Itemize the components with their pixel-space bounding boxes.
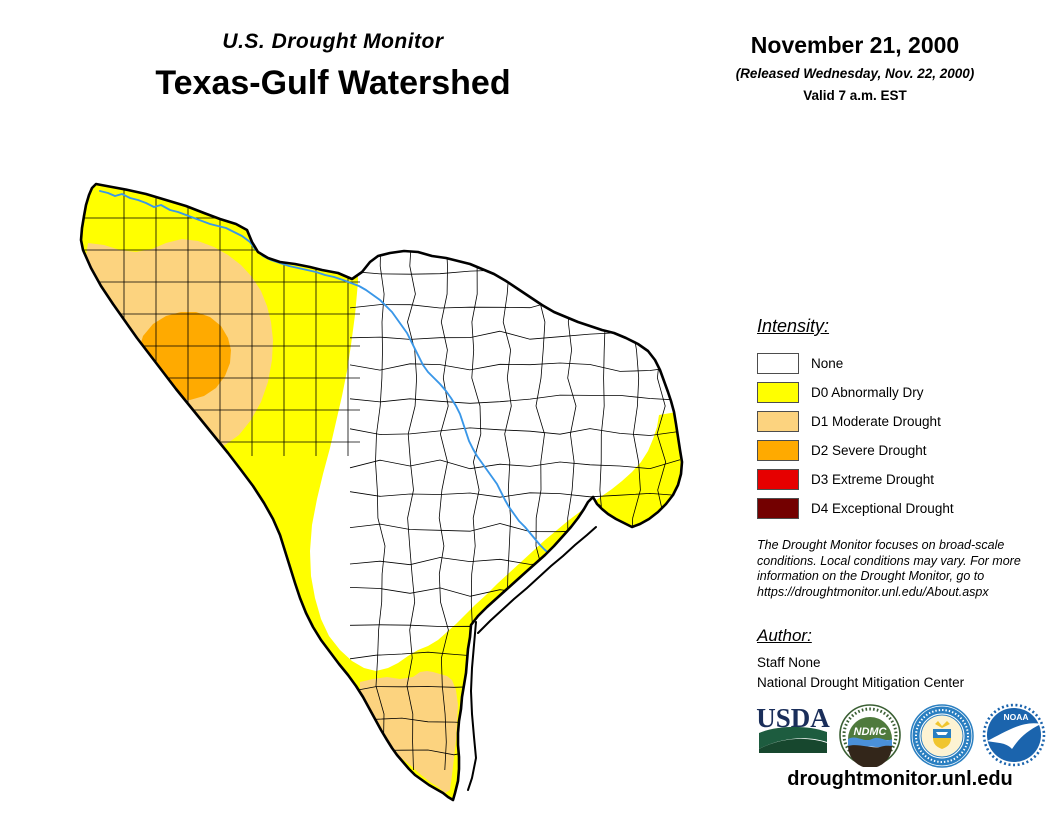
legend-row: D3 Extreme Drought (757, 465, 1047, 494)
legend-row: None (757, 349, 1047, 378)
county-line (349, 427, 681, 436)
legend-label: None (811, 356, 844, 371)
ndmc-text-ring (842, 707, 898, 763)
noaa-logo: NOAA (982, 703, 1046, 772)
legend-row: D0 Abnormally Dry (757, 378, 1047, 407)
county-line (349, 686, 481, 692)
county-line (349, 651, 481, 660)
noaa-scallop-ring (982, 703, 1046, 767)
doc-band-text (915, 709, 969, 763)
county-line (438, 237, 449, 771)
legend-swatch (757, 440, 799, 461)
site-url: droughtmonitor.unl.edu (787, 768, 1013, 790)
noaa-seagull (987, 723, 1041, 749)
legend-label: D4 Exceptional Drought (811, 501, 954, 516)
usda-field-shape (759, 726, 827, 749)
legend-swatch (757, 469, 799, 490)
author-heading: Author: (757, 626, 812, 645)
usda-logo: USDA (756, 703, 830, 764)
ndmc-logo: NDMC (838, 703, 902, 772)
legend-label: D1 Moderate Drought (811, 414, 941, 429)
ndmc-wordmark: NDMC (854, 726, 888, 738)
county-line (349, 491, 681, 498)
date-block: November 21, 2000 (Released Wednesday, N… (700, 32, 1010, 103)
legend-label: D2 Severe Drought (811, 443, 927, 458)
intensity-legend: Intensity: None D0 Abnormally Dry D1 Moder… (757, 316, 1047, 523)
release-date: (Released Wednesday, Nov. 22, 2000) (735, 66, 975, 81)
doc-eagle (935, 721, 950, 728)
legend-row: D2 Severe Drought (757, 436, 1047, 465)
ndmc-hills (848, 717, 892, 740)
disclaimer-text: The Drought Monitor focuses on broad-sca… (757, 538, 1021, 599)
report-supertitle: U.S. Drought Monitor (222, 30, 444, 53)
region-d1-south-tip (360, 671, 458, 793)
watershed-map (79, 182, 684, 802)
author-org: National Drought Mitigation Center (757, 675, 965, 690)
barrier-islands-south (467, 621, 478, 791)
map-date: November 21, 2000 (750, 32, 960, 58)
doc-shield-bottom (933, 738, 951, 749)
page-title: Texas-Gulf Watershed (155, 64, 511, 102)
legend-rows: None D0 Abnormally Dry D1 Moderate Drought… (757, 349, 1047, 523)
county-line (406, 237, 417, 771)
doc-ship (936, 732, 948, 735)
legend-swatch (757, 498, 799, 519)
barrier-islands-se (477, 526, 597, 634)
county-line (349, 362, 681, 372)
watershed-outline (79, 182, 684, 802)
legend-row: D1 Moderate Drought (757, 407, 1047, 436)
commerce-seal-logo (909, 703, 975, 774)
legend-label: D3 Extreme Drought (811, 472, 935, 487)
noaa-wordmark: NOAA (1003, 712, 1028, 722)
ndmc-soil (848, 745, 892, 768)
legend-swatch (757, 411, 799, 432)
county-line (349, 394, 681, 404)
legend-label: D0 Abnormally Dry (811, 385, 924, 400)
legend-swatch (757, 353, 799, 374)
valid-time: Valid 7 a.m. EST (803, 88, 907, 103)
legend-swatch (757, 382, 799, 403)
county-line (375, 237, 386, 771)
legend-row: D4 Exceptional Drought (757, 494, 1047, 523)
usda-swoosh (759, 738, 827, 753)
author-name: Staff None (757, 655, 821, 670)
county-line (349, 459, 681, 470)
river (99, 190, 557, 559)
legend-heading: Intensity: (757, 316, 830, 336)
